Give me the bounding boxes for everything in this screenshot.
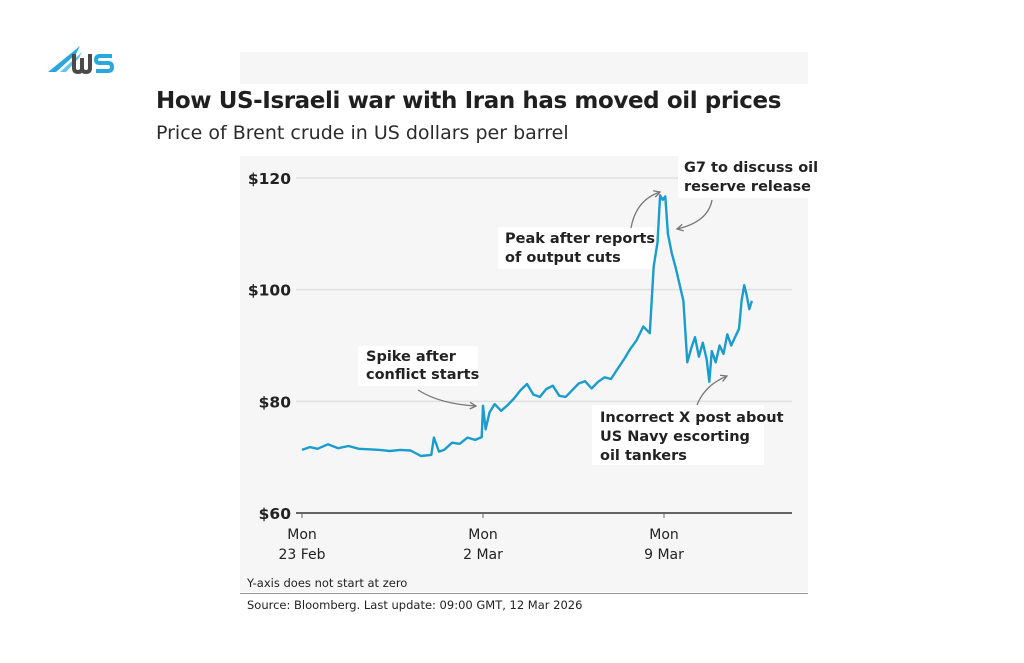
annotation-text: Spike after <box>366 349 457 365</box>
y-tick-label: $100 <box>248 282 291 300</box>
annotation-text: reserve release <box>684 179 811 195</box>
x-tick-label-day: Mon <box>468 527 498 543</box>
axis-note: Y-axis does not start at zero <box>247 576 408 590</box>
y-tick-label: $80 <box>259 393 292 411</box>
annotation-arrow <box>696 375 728 406</box>
annotation-text: US Navy escorting <box>600 429 750 445</box>
x-tick-label-day: Mon <box>649 527 679 543</box>
annotation-background <box>592 405 764 465</box>
chart-subtitle: Price of Brent crude in US dollars per b… <box>156 122 569 144</box>
arrowhead-icon <box>469 401 478 410</box>
annotation-spike: Spike after conflict starts <box>358 346 479 410</box>
annotation-text: G7 to discuss oil <box>684 160 818 176</box>
annotation-text: conflict starts <box>366 367 479 383</box>
y-tick-label: $120 <box>248 170 291 188</box>
logo-w-icon <box>72 54 92 75</box>
x-tick-label-date: 9 Mar <box>644 547 684 563</box>
series-line <box>301 194 754 458</box>
source-text: Source: Bloomberg. Last update: 09:00 GM… <box>247 598 583 612</box>
ws-logo <box>48 46 115 75</box>
y-axis: $60 $80 $100 $120 <box>248 170 291 523</box>
title-background <box>150 84 860 156</box>
x-tick-label-date: 23 Feb <box>278 547 325 563</box>
arrowhead-icon <box>675 223 684 232</box>
arrowhead-icon <box>652 190 662 198</box>
x-tick-label-date: 2 Mar <box>463 547 503 563</box>
logo-s-icon <box>93 54 115 73</box>
footer-divider <box>240 593 808 594</box>
annotation-text: oil tankers <box>600 448 687 464</box>
annotation-text: of output cuts <box>505 250 621 266</box>
price-line <box>301 194 754 458</box>
annotation-text: Incorrect X post about <box>600 410 784 426</box>
chart-title: How US-Israeli war with Iran has moved o… <box>156 88 782 114</box>
annotation-arrow <box>630 191 661 229</box>
x-axis: Mon 23 Feb Mon 2 Mar Mon 9 Mar <box>278 513 684 563</box>
arrowhead-icon <box>719 374 729 382</box>
annotation-arrow <box>417 389 477 407</box>
annotations: Spike after conflict starts Peak after rep… <box>358 156 818 465</box>
logo-swoosh2-icon <box>60 52 82 72</box>
annotation-background <box>358 346 478 386</box>
annotation-background <box>678 156 808 198</box>
annotation-peak: Peak after reports of output cuts <box>498 190 662 269</box>
logo-swoosh-icon <box>48 46 80 72</box>
annotation-g7: G7 to discuss oil reserve release <box>675 156 818 232</box>
annotation-arrow <box>676 199 713 230</box>
x-tick-label-day: Mon <box>287 527 317 543</box>
gridlines <box>296 177 792 514</box>
annotation-background <box>498 227 654 269</box>
annotation-xpost: Incorrect X post about US Navy escorting o… <box>592 374 784 465</box>
annotation-text: Peak after reports <box>505 231 655 247</box>
y-tick-label: $60 <box>259 505 292 523</box>
